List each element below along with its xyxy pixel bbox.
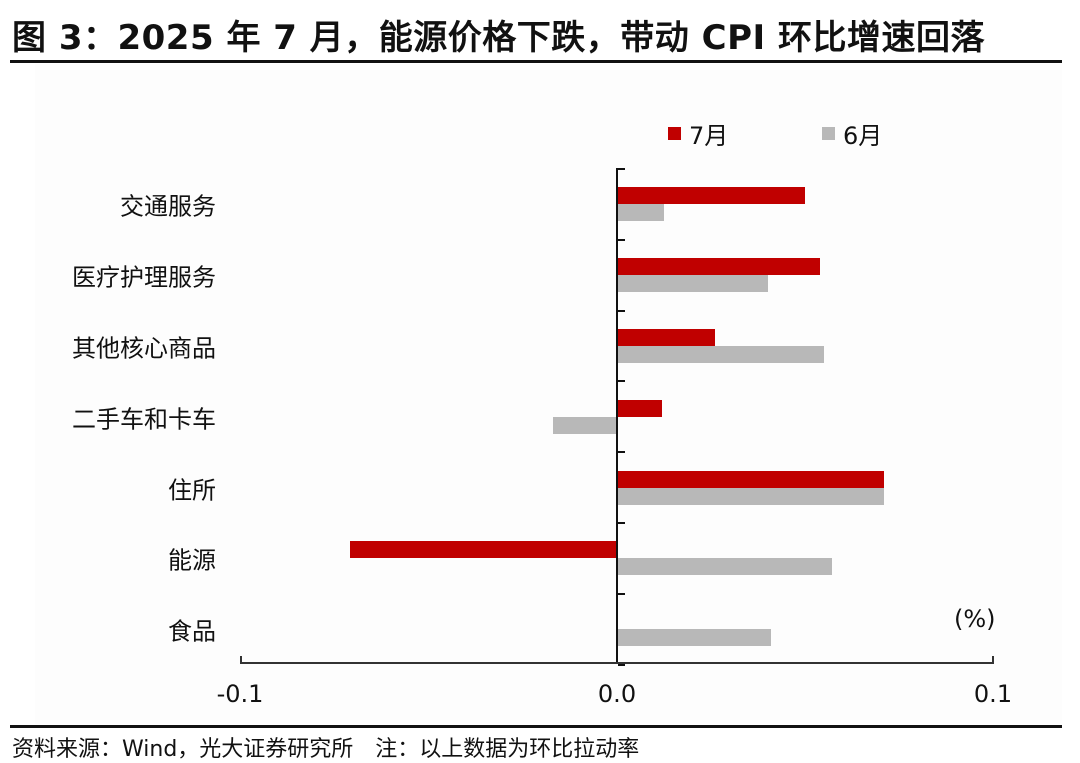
y-tick <box>618 663 625 666</box>
y-axis <box>616 168 618 664</box>
bar-jun <box>617 558 832 576</box>
bar-jul <box>617 258 821 276</box>
y-tick <box>618 168 625 170</box>
legend-item-jun: 6月 <box>822 116 882 151</box>
category-label: 交通服务 <box>120 192 216 221</box>
bar-jul <box>617 399 663 417</box>
category-label: 医疗护理服务 <box>72 263 216 292</box>
bar-jul <box>617 470 885 488</box>
y-tick <box>618 451 625 454</box>
x-tick-label: 0.1 <box>973 680 1013 708</box>
bar-jun <box>617 487 885 505</box>
bar-jul <box>617 329 715 346</box>
bar-jul <box>617 187 806 205</box>
legend-item-jul: 7月 <box>668 116 728 151</box>
bar-jun <box>552 416 617 434</box>
y-tick <box>618 309 625 312</box>
x-tick-label: 0.0 <box>597 680 637 708</box>
category-label: 食品 <box>168 617 216 646</box>
bar-jun <box>617 275 768 293</box>
x-tick <box>240 656 242 663</box>
legend-label-jul: 7月 <box>689 122 729 150</box>
legend-label-jun: 6月 <box>843 122 883 150</box>
y-tick <box>618 522 625 524</box>
category-label: 二手车和卡车 <box>72 405 216 434</box>
y-tick <box>618 238 625 241</box>
unit-label: (%) <box>954 605 996 633</box>
bar-jun <box>617 204 665 222</box>
x-tick-label: -0.1 <box>216 680 264 708</box>
category-label: 能源 <box>168 546 216 575</box>
x-axis <box>240 662 994 664</box>
footer-divider <box>10 725 1062 728</box>
category-label: 住所 <box>168 476 216 505</box>
bar-jun <box>617 629 772 647</box>
y-tick <box>618 380 625 383</box>
bar-jun <box>617 346 825 363</box>
category-label: 其他核心商品 <box>72 334 216 363</box>
x-tick <box>992 656 994 663</box>
source-note: 资料来源：Wind，光大证券研究所 注：以上数据为环比拉动率 <box>12 737 640 762</box>
title-divider <box>10 60 1062 63</box>
plot-background <box>35 64 1062 724</box>
bar-jul <box>349 541 617 559</box>
chart-title: 图 3：2025 年 7 月，能源价格下跌，带动 CPI 环比增速回落 <box>12 18 985 58</box>
y-tick <box>618 592 625 595</box>
legend-swatch-jul <box>668 127 681 140</box>
legend-swatch-jun <box>822 127 835 140</box>
